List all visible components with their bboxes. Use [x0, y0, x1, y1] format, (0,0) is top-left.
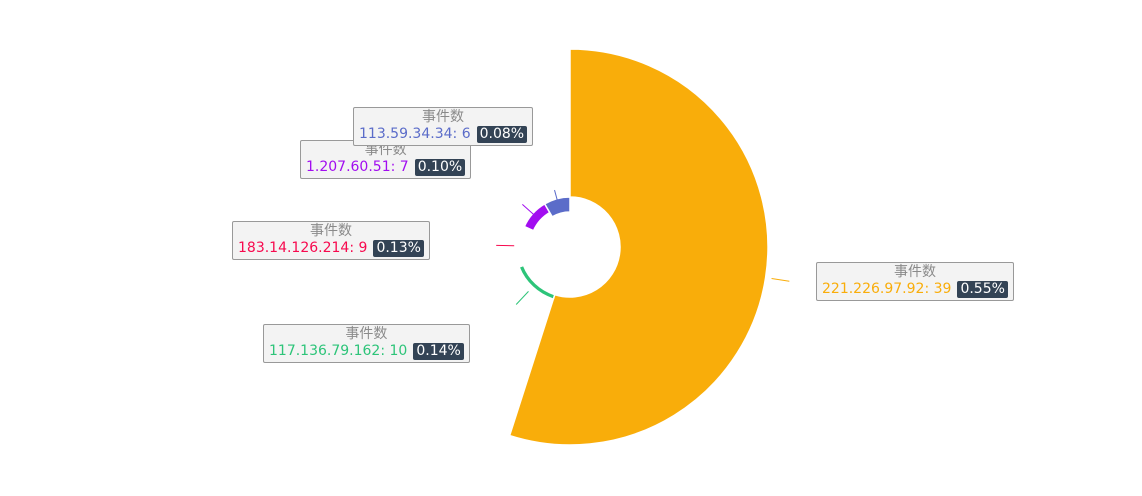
slice-label-percent-badge: 0.08%: [476, 126, 528, 143]
slice-label-percent-badge: 0.13%: [373, 240, 424, 257]
pie-slice[interactable]: [518, 264, 556, 300]
label-leader-line: [771, 277, 790, 282]
slice-label-count: 9: [358, 240, 368, 256]
label-leader-line: [554, 189, 560, 208]
slice-label-name: 1.207.60.51: [306, 159, 391, 175]
slice-label-value: 183.14.126.214: 9 0.13%: [238, 239, 424, 257]
slice-label: 事件数 117.136.79.162: 10 0.14%: [263, 324, 470, 363]
slice-label-series: 事件数: [345, 326, 388, 342]
slice-label-value: 1.207.60.51: 7 0.10%: [306, 158, 466, 176]
slice-label-count: 6: [461, 126, 471, 142]
slice-label: 事件数 183.14.126.214: 9 0.13%: [232, 221, 430, 260]
label-leader-line: [515, 291, 529, 305]
slice-label-value: 117.136.79.162: 10 0.14%: [269, 342, 464, 360]
pie-slice[interactable]: [543, 196, 571, 218]
slice-label-name: 117.136.79.162: [269, 343, 381, 359]
pie-slice[interactable]: [508, 48, 769, 446]
slice-label-separator: :: [452, 126, 462, 142]
slice-label-percent-badge: 0.14%: [413, 343, 464, 360]
slice-label: 事件数 113.59.34.34: 6 0.08%: [353, 107, 534, 146]
slice-label: 事件数 221.226.97.92: 39 0.55%: [816, 262, 1014, 301]
slice-label-separator: :: [380, 343, 390, 359]
pie-slice[interactable]: [523, 203, 551, 232]
slice-label-name: 183.14.126.214: [238, 240, 350, 256]
pie-slice[interactable]: [519, 225, 526, 267]
slice-label-percent-badge: 0.55%: [957, 281, 1008, 298]
slice-label-series: 事件数: [893, 264, 936, 280]
slice-label-percent-badge: 0.10%: [414, 159, 466, 176]
slice-label-separator: :: [349, 240, 359, 256]
slice-label-count: 7: [399, 159, 409, 175]
slice-label-value: 221.226.97.92: 39 0.55%: [822, 280, 1008, 298]
slice-label-name: 221.226.97.92: [822, 281, 925, 297]
slice-label-count: 39: [933, 281, 952, 297]
slice-label-count: 10: [389, 343, 408, 359]
slice-label-separator: :: [924, 281, 934, 297]
slice-label-series: 事件数: [422, 109, 465, 125]
slice-label-separator: :: [390, 159, 400, 175]
slice-label-value: 113.59.34.34: 6 0.08%: [359, 125, 528, 143]
label-leader-line: [522, 203, 537, 217]
slice-label: 事件数 1.207.60.51: 7 0.10%: [300, 140, 472, 179]
slice-label-series: 事件数: [364, 142, 407, 158]
slice-label-name: 113.59.34.34: [359, 126, 453, 142]
slice-label-series: 事件数: [309, 223, 352, 239]
